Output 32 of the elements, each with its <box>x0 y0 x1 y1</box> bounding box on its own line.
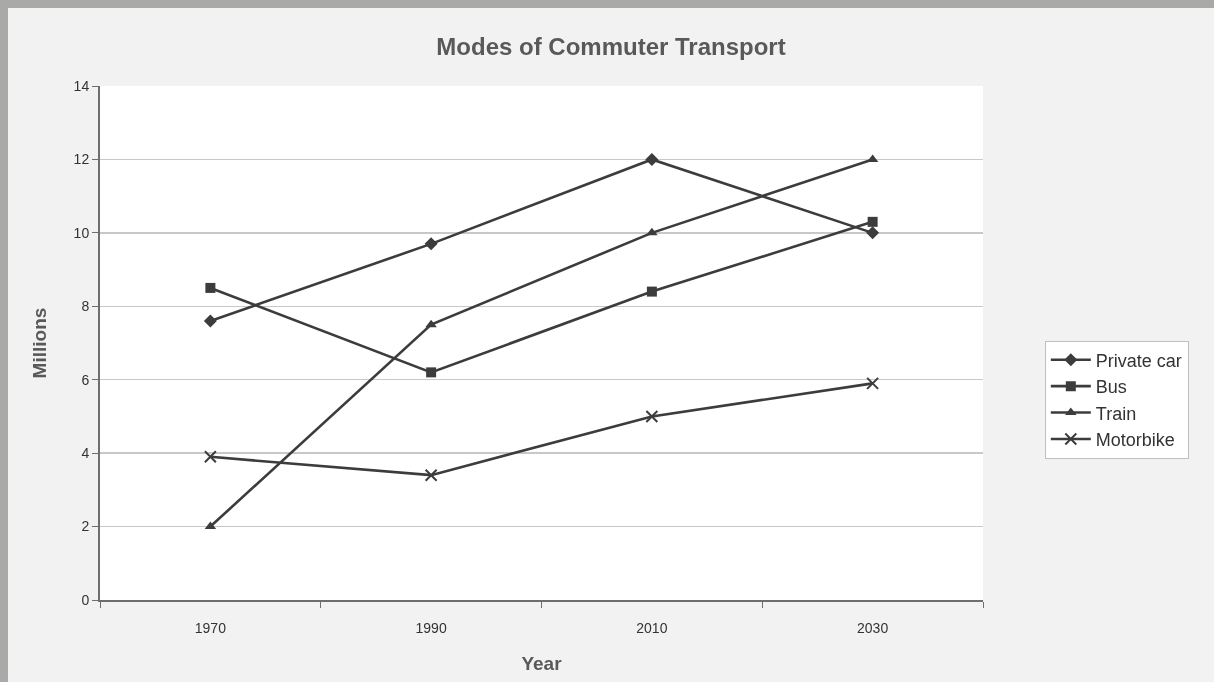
y-tick-label: 8 <box>81 298 90 315</box>
legend-label: Train <box>1095 403 1137 424</box>
point <box>426 367 437 378</box>
y-axis-title: Millions <box>28 307 50 379</box>
x-axis-title: Year <box>521 653 563 675</box>
y-tick-label: 6 <box>81 371 90 388</box>
legend-label: Motorbike <box>1095 429 1175 450</box>
y-tick-label: 0 <box>81 591 90 608</box>
point <box>203 450 217 464</box>
point <box>425 319 437 328</box>
y-tick-label: 14 <box>73 77 90 94</box>
x-tick-label: 1970 <box>194 619 227 636</box>
chart-title: Modes of Commuter Transport <box>436 33 786 61</box>
point <box>646 286 657 297</box>
point <box>203 314 217 328</box>
y-tick-label: 12 <box>73 151 90 168</box>
legend-label: Bus <box>1095 377 1127 398</box>
x-tick-label: 2030 <box>857 619 889 636</box>
point <box>866 376 880 390</box>
point <box>424 468 438 482</box>
x-tick-label: 1990 <box>415 619 447 636</box>
point <box>205 282 216 293</box>
y-tick-label: 4 <box>81 445 90 462</box>
point <box>866 226 880 240</box>
y-tick-label: 10 <box>73 224 90 241</box>
x-tick-label: 2010 <box>636 619 668 636</box>
y-tick-label: 2 <box>81 518 90 535</box>
point <box>645 152 659 166</box>
point <box>645 409 659 423</box>
point <box>867 216 878 227</box>
point <box>424 237 438 251</box>
legend-label: Private car <box>1095 350 1182 371</box>
